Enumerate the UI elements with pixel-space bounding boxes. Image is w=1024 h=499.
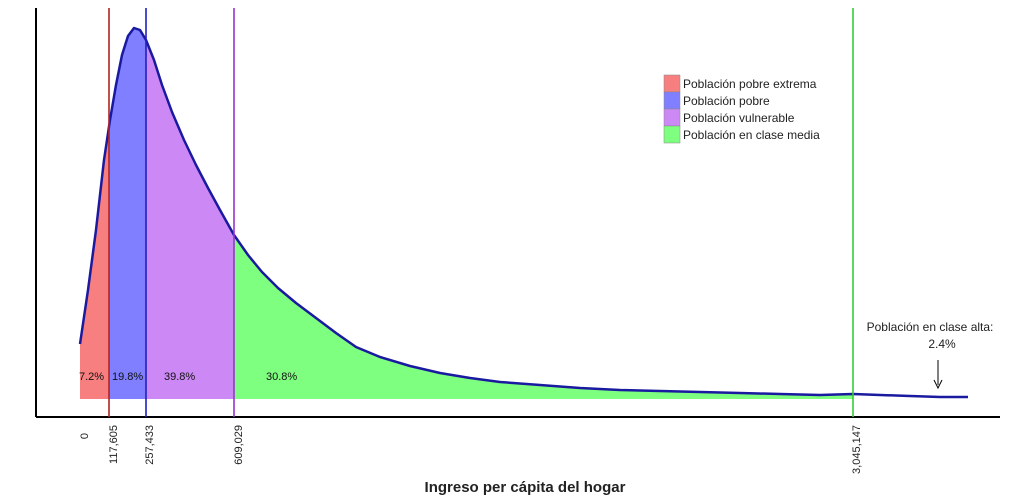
x-tick-label-2: 257,433: [144, 425, 156, 465]
share-label-clase-media: 30.8%: [266, 371, 297, 383]
annotation-clase-alta-title: Población en clase alta:: [867, 320, 994, 334]
legend-label-pobre: Población pobre: [683, 94, 770, 108]
legend: Población pobre extrema Población pobre …: [663, 74, 820, 144]
legend-label-pobre-extrema: Población pobre extrema: [683, 77, 817, 91]
legend-swatch-pobre: [663, 91, 681, 110]
region-vulnerable: [146, 40, 234, 399]
legend-swatch-vulnerable: [663, 108, 681, 127]
share-label-pobre-extrema: 7.2%: [79, 371, 104, 383]
x-tick-label-3: 609,029: [233, 425, 245, 465]
region-pobre: [109, 28, 146, 399]
density-curve: [78, 26, 968, 399]
share-label-vulnerable: 39.8%: [164, 371, 195, 383]
legend-label-vulnerable: Población vulnerable: [683, 111, 795, 125]
legend-swatch-clase-media: [663, 125, 681, 144]
region-clase-media: [234, 235, 853, 399]
share-label-pobre: 19.8%: [112, 371, 143, 383]
x-tick-label-1: 117,605: [108, 425, 120, 464]
x-axis-title: Ingreso per cápita del hogar: [425, 479, 626, 496]
legend-swatch-pobre-extrema: [663, 74, 681, 93]
annotation-clase-alta-value: 2.4%: [928, 337, 956, 351]
legend-label-clase-media: Población en clase media: [683, 128, 820, 142]
x-tick-label-0: 0: [79, 433, 91, 439]
x-tick-label-4: 3,045,147: [851, 425, 863, 474]
annotation-arrow-head: [933, 379, 943, 390]
region-pobre-extrema: [80, 126, 109, 399]
